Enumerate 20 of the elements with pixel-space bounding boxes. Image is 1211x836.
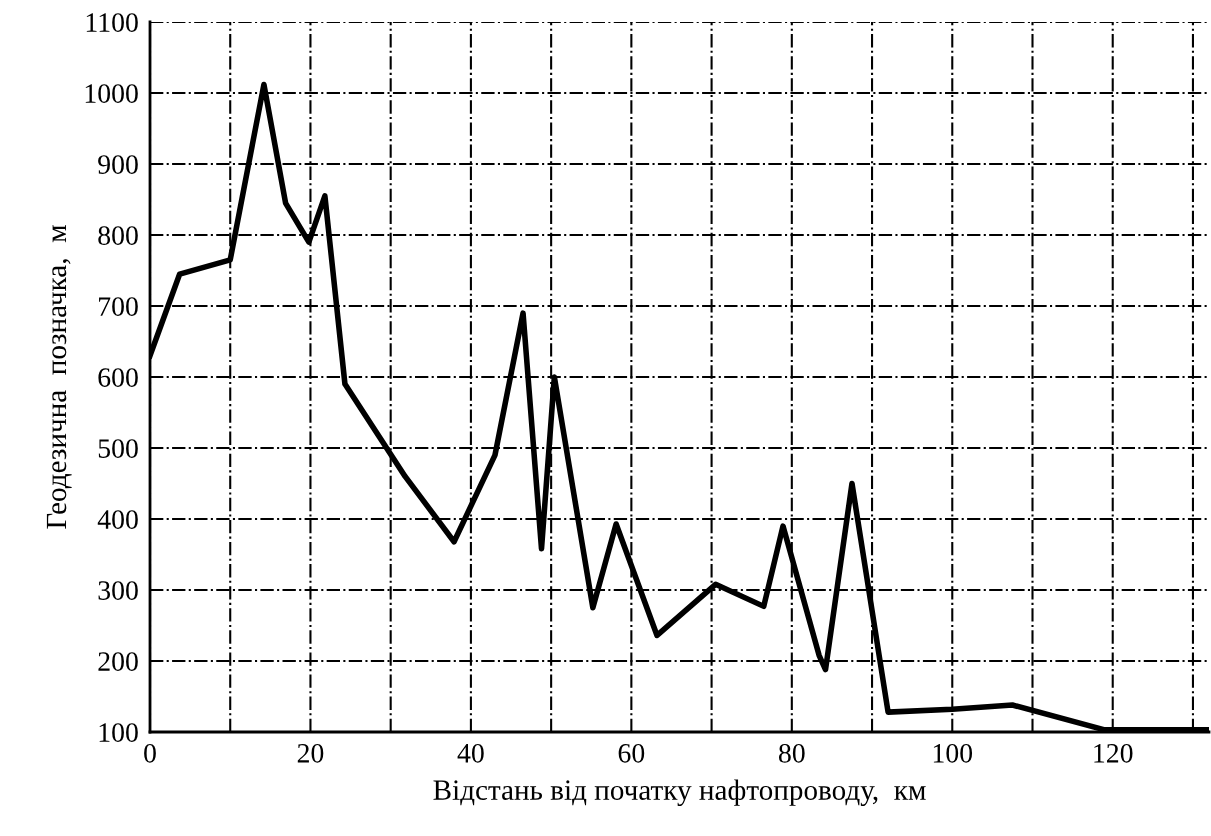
x-axis-title: Відстань від початку нафтопроводу, км (433, 779, 926, 806)
x-tick-label: 100 (933, 743, 973, 763)
x-tick-label: 20 (297, 743, 324, 763)
y-tick-label: 800 (98, 226, 138, 245)
y-tick-label: 400 (97, 510, 138, 529)
y-tick-label: 100 (99, 723, 138, 742)
x-tick-label: 60 (618, 743, 645, 763)
y-axis-title: Геодезична позначка, м (46, 225, 72, 529)
x-tick-label: 120 (1094, 743, 1133, 763)
y-tick-label: 600 (98, 368, 138, 387)
y-tick-label: 300 (98, 581, 138, 600)
y-tick-label: 200 (98, 652, 138, 671)
y-tick-label: 700 (99, 297, 138, 316)
y-tick-label: 1100 (86, 13, 138, 32)
y-tick-label: 900 (98, 155, 138, 174)
y-tick-label: 500 (98, 439, 138, 458)
x-tick-label: 40 (457, 743, 484, 763)
y-tick-label: 1000 (85, 84, 138, 103)
x-tick-label: 0 (144, 743, 156, 763)
x-tick-label: 80 (778, 743, 805, 763)
